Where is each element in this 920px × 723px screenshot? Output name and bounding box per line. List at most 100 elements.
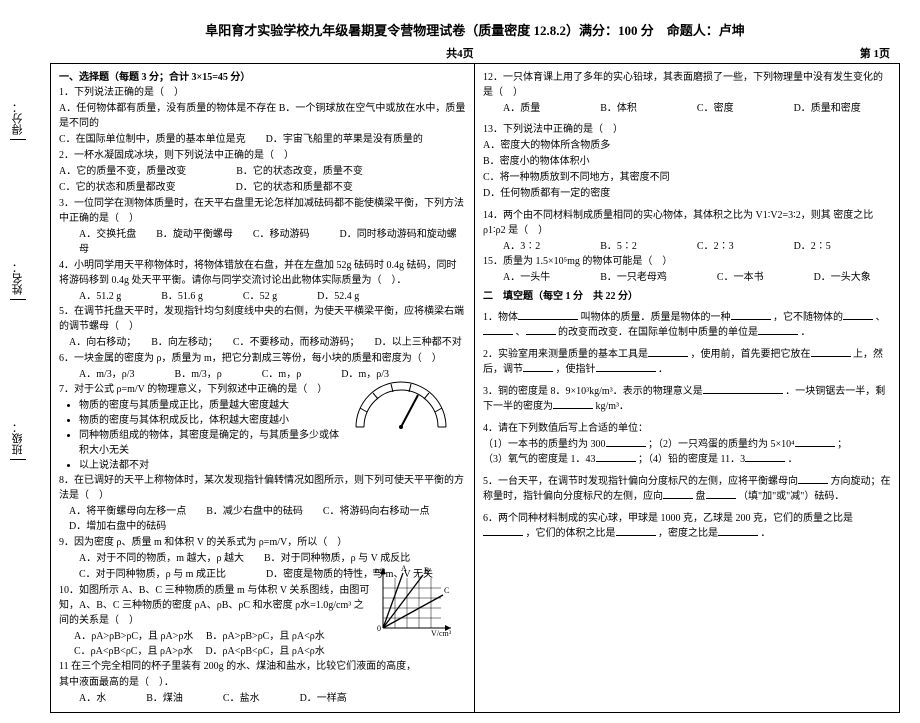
f5a: 5．一台天平，在调节时发现指针偏向分度标尺的左侧，应将平衡螺母向 (483, 476, 798, 487)
f6d: ． (761, 528, 771, 539)
f1b: 叫物体的质量．质量是物体的一种 (581, 312, 731, 323)
q15-opts: A．一头牛 B．一只老母鸡 C．一本书 D．一头大象 (483, 270, 891, 285)
left-column: 一、选择题（每题 3 分；合计 3×15=45 分） 1．下列说法正确的是（ ）… (51, 64, 475, 712)
svg-text:V/cm³: V/cm³ (431, 629, 452, 638)
q2-a: A．它的质量不变，质量改变 B．它的状态改变，质量不变 (59, 164, 466, 179)
q8-opts: A．将平衡螺母向左移一点 B．减少右盘中的砝码 C．将游码向右移动一点 D．增加… (59, 504, 466, 534)
exam-title: 阜阳育才实验学校九年级暑期夏令营物理试卷（质量密度 12.8.2）满分：100 … (50, 20, 900, 39)
svg-text:C: C (444, 586, 449, 595)
q12-c: C．密度 (697, 101, 734, 116)
page-count: 共4页 (446, 45, 474, 61)
q4-a: A．51.2 g (79, 289, 121, 304)
q10-c: C．ρA<ρB<ρC，且 ρA>ρ水 (74, 646, 193, 657)
q4-opts: A．51.2 g B．51.6 g C．52 g D．52.4 g (59, 289, 466, 304)
margin-name: 姓名： (10, 250, 26, 300)
q13-a: A．密度大的物体所含物质多 (483, 138, 891, 153)
page-num: 第 1页 (860, 45, 890, 61)
q6: 6．一块金属的密度为 ρ，质量为 m，把它分割成三等份，每小块的质量和密度为（ … (59, 351, 466, 366)
q9-b: C．对于同种物质，ρ 与 m 成正比 D．密度是物质的特性，与 m、V 无关 (59, 567, 466, 582)
f2: 2．实验室用来测量质量的基本工具是 ，使用前，首先要把它放在 上，然后，调节 ，… (483, 347, 891, 377)
q1-a: A．任何物体都有质量，没有质量的物体是不存在 B．一个铜球放在空气中或放在水中，… (59, 101, 466, 131)
q13-b: B．密度小的物体体积小 (483, 154, 891, 169)
f1e: 、 (516, 327, 526, 338)
q15-c: C．一本书 (717, 270, 764, 285)
f5c: 盘 (696, 491, 706, 502)
q10-d: D．ρA<ρB<ρC，且 ρA<ρ水 (205, 646, 324, 657)
f3a: 3．铜的密度是 8．9×10³kg/m³．表示的物理意义是 (483, 386, 703, 397)
q14-d: D．2∶5 (794, 239, 831, 254)
q5-opts: A．向右移动； B．向左移动； C．不要移动，而移动游码； D．以上三种都不对 (59, 335, 466, 350)
q6-c: C．m，ρ (262, 367, 301, 382)
margin-score: 得分： (10, 90, 26, 140)
q4-c: C．52 g (243, 289, 277, 304)
f1g: ． (801, 327, 811, 338)
q2: 2．一杯水凝固成冰块，则下列说法中正确的是（ ） (59, 148, 466, 163)
q12-d: D．质量和密度 (794, 101, 861, 116)
q11: 11 在三个完全相同的杯子里装有 200g 的水、煤油和盐水，比较它们液面的高度… (59, 659, 466, 674)
f1d: 、 (876, 312, 886, 323)
f4c: ； (837, 439, 847, 450)
q14: 14．两个由不同材料制成质量相同的实心物体，其体积之比为 V1∶V2=3∶2，则… (483, 208, 891, 238)
svg-text:0: 0 (377, 624, 381, 633)
q15-b: B．一只老母鸡 (600, 270, 667, 285)
f4f: ． (788, 454, 798, 465)
q11-b: B．煤油 (146, 691, 183, 706)
q14-c: C．2∶3 (697, 239, 734, 254)
f5d: （填"加"或"减"）砝码． (738, 491, 844, 502)
q11-d: D．一样高 (300, 691, 347, 706)
q15: 15．质量为 1.5×10⁵mg 的物体可能是（ ） (483, 254, 891, 269)
q11-c: C．盐水 (223, 691, 260, 706)
gauge-figure (346, 377, 456, 432)
q3: 3．一位同学在测物体质量时，在天平右盘里无论怎样加减砝码都不能使横梁平衡，下列方… (59, 196, 466, 226)
q9-a: A．对于不同的物质，m 越大，ρ 越大 B．对于同种物质，ρ 与 V 成反比 (59, 551, 466, 566)
f6c: ，密度之比是 (658, 528, 718, 539)
q13-d: D．任何物质都有一定的密度 (483, 186, 891, 201)
q14-opts: A．3∶2 B．5∶2 C．2∶3 D．2∶5 (483, 239, 891, 254)
q14-b: B．5∶2 (600, 239, 637, 254)
q1: 1．下列说法正确的是（ ） (59, 85, 466, 100)
section-2-head: 二 填空题（每空 1 分 共 22 分） (483, 289, 891, 304)
f1a: 1．物体 (483, 312, 518, 323)
q9: 9．因为密度 ρ、质量 m 和体积 V 的关系式为 ρ=m/V，所以（ ） (59, 535, 466, 550)
q15-a: A．一头牛 (503, 270, 550, 285)
f4a: （1）一本书的质量约为 300 (483, 439, 606, 450)
q12: 12．一只体育课上用了多年的实心铅球，其表面磨损了一些，下列物理量中没有发生变化… (483, 70, 891, 100)
f5: 5．一台天平，在调节时发现指针偏向分度标尺的左侧，应将平衡螺母向 方向旋动；在称… (483, 474, 891, 504)
q4: 4．小明同学用天平称物体时，将物体错放在右盘，并在左盘加 52g 砝码时 0.4… (59, 258, 466, 288)
q12-a: A．质量 (503, 101, 540, 116)
q11b: 其中液面最高的是（ ）． (59, 675, 466, 690)
q6-a: A．m/3，ρ/3 (79, 367, 135, 382)
q12-opts: A．质量 B．体积 C．密度 D．质量和密度 (483, 101, 891, 116)
q2-b: C．它的状态和质量都改变 D．它的状态和质量都不变 (59, 180, 466, 195)
q1-b: C．在国际单位制中，质量的基本单位是克 D．宇宙飞船里的苹果是没有质量的 (59, 132, 466, 147)
q7-c: 同种物质组成的物体，其密度是确定的，与其质量多少或体积大小无关 (79, 428, 466, 458)
q11-opts: A．水 B．煤油 C．盐水 D．一样高 (59, 691, 466, 706)
f4e: ；（4）铅的密度是 11．3 (638, 454, 745, 465)
q4-b: B．51.6 g (161, 289, 203, 304)
f3c: kg/m³． (596, 401, 630, 412)
q14-a: A．3∶2 (503, 239, 540, 254)
q13-c: C．将一种物质放到不同地方，其密度不同 (483, 170, 891, 185)
f6: 6．两个同种材料制成的实心球，甲球是 1000 克，乙球是 200 克，它们的质… (483, 511, 891, 541)
q11-a: A．水 (79, 691, 106, 706)
f4: （1）一本书的质量约为 300 ；（2）一只鸡蛋的质量约为 5×10⁴ ； （3… (483, 437, 891, 467)
f4d: （3）氧气的密度是 1．43 (483, 454, 596, 465)
f1f: 的改变而改变．在国际单位制中质量的单位是 (558, 327, 758, 338)
f4b: ；（2）一只鸡蛋的质量约为 5×10⁴ (648, 439, 795, 450)
f2b: ，使用前，首先要把它放在 (691, 349, 811, 360)
q15-d: D．一头大象 (814, 270, 871, 285)
f1c: ，它不随物体的 (773, 312, 843, 323)
q8: 8．在已调好的天平上称物体时，某次发现指针偏转情况如图所示，则下列可使天平平衡的… (59, 473, 466, 503)
f3: 3．铜的密度是 8．9×10³kg/m³．表示的物理意义是 ．一块铜锯去一半，剩… (483, 384, 891, 414)
q7-d: 以上说法都不对 (79, 458, 466, 473)
q13: 13．下列说法中正确的是（ ） (483, 122, 891, 137)
margin-class: 班级： (10, 410, 26, 460)
q6-d: D．m，ρ/3 (341, 367, 389, 382)
q10-a: A．ρA>ρB>ρC，且 ρA>ρ水 (74, 631, 193, 642)
q3-opts: A．交换托盘 B．旋动平衡螺母 C．移动游码 D．同时移动游码和旋动螺母 (59, 227, 466, 257)
f1: 1．物体 叫物体的质量．质量是物体的一种 ，它不随物体的 、 、 的改变而改变．… (483, 310, 891, 340)
q5: 5．在调节托盘天平时，发现指针均匀刻度线中央的右侧，为使天平横梁平衡，应将横梁右… (59, 304, 466, 334)
exam-body: 一、选择题（每题 3 分；合计 3×15=45 分） 1．下列说法正确的是（ ）… (50, 63, 900, 713)
f6b: ，它们的体积之比是 (526, 528, 616, 539)
f2e: ． (658, 364, 668, 375)
